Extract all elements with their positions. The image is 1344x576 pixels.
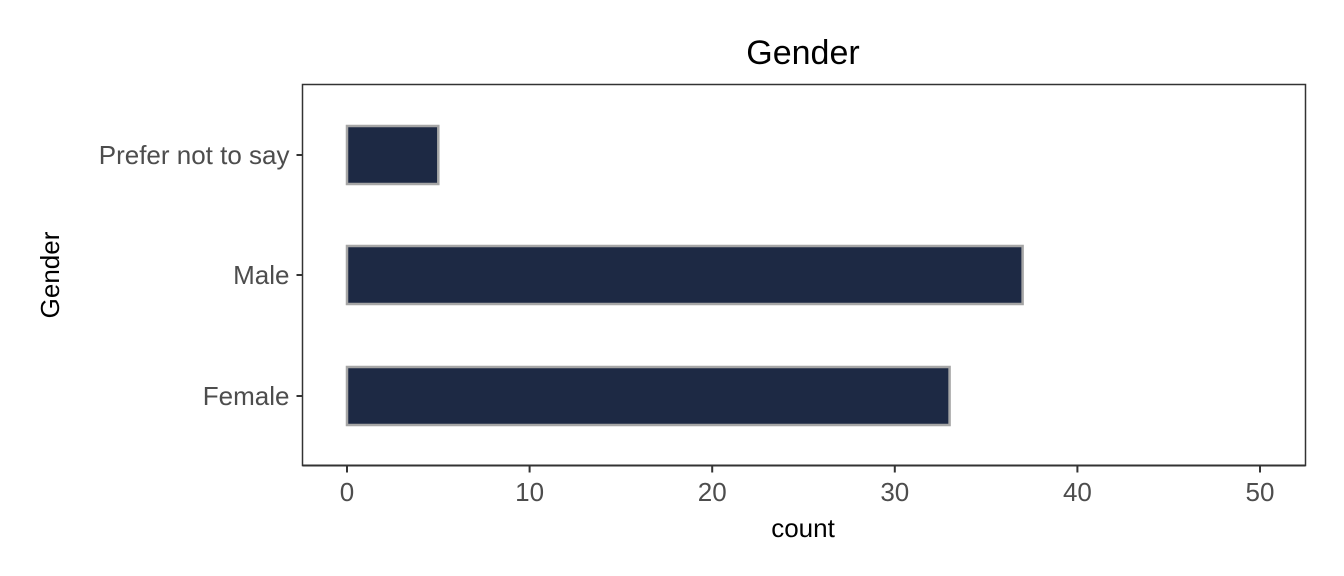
bar-prefer-not-to-say	[345, 124, 440, 186]
y-tick-label: Male	[233, 260, 289, 290]
y-axis-title: Gender	[35, 231, 65, 318]
y-tick-label: Prefer not to say	[99, 140, 290, 170]
x-tick-label: 50	[1246, 477, 1275, 507]
y-axis: Female Male Prefer not to say	[99, 140, 303, 411]
chart-title: Gender	[746, 34, 859, 72]
x-tick-label: 10	[515, 477, 544, 507]
x-tick-label: 0	[340, 477, 354, 507]
x-tick-label: 20	[698, 477, 727, 507]
x-axis-title: count	[771, 513, 835, 543]
x-tick-label: 30	[880, 477, 909, 507]
y-tick-label: Female	[203, 381, 290, 411]
bar-female	[345, 365, 951, 427]
x-axis: 0 10 20 30 40 50	[302, 464, 1306, 507]
bar-male	[345, 244, 1024, 306]
bars-layer	[345, 124, 1024, 427]
x-tick-label: 40	[1063, 477, 1092, 507]
